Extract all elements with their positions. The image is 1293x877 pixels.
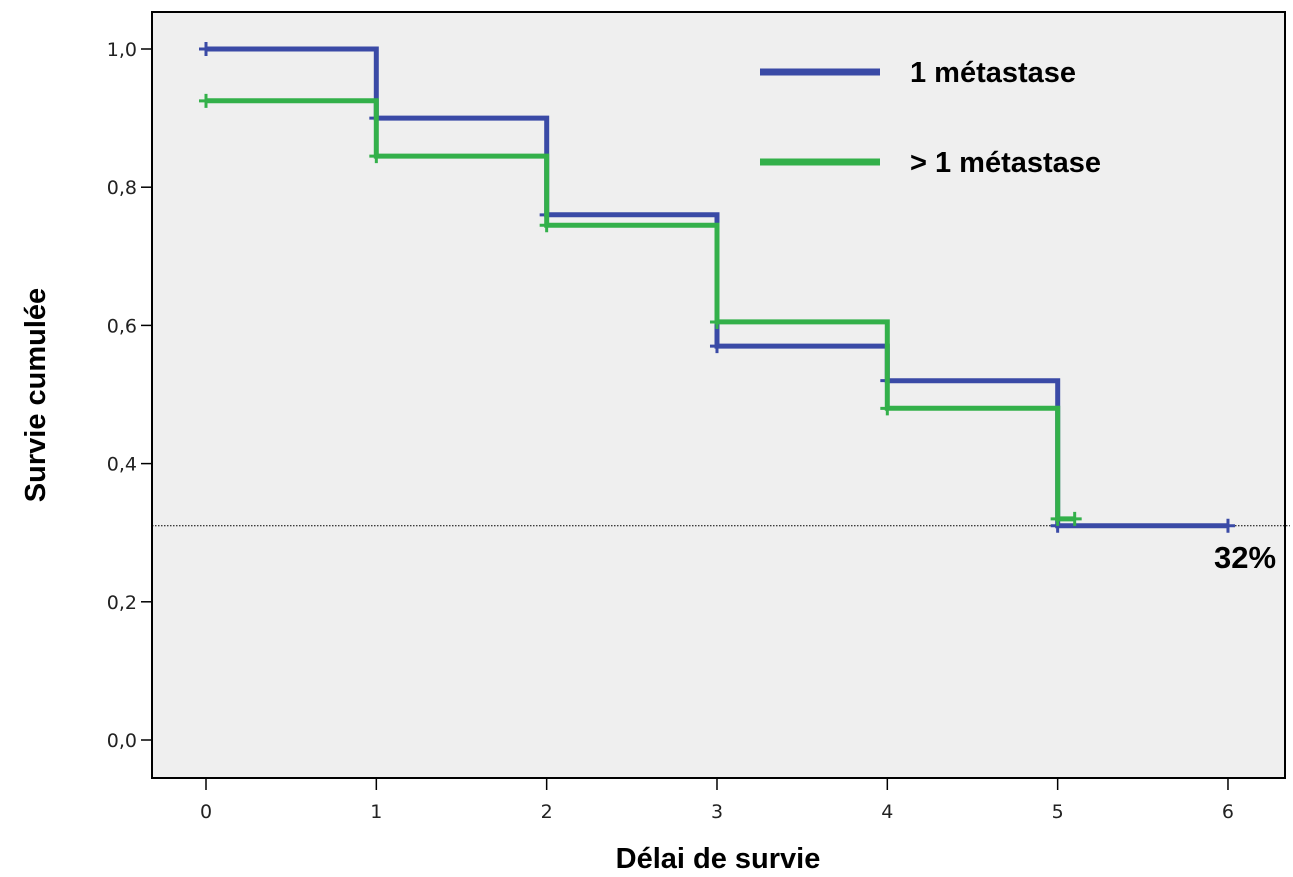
y-tick-label: 0,4 <box>107 454 137 476</box>
y-axis-ticks: 0,0 0,2 0,4 0,6 0,8 1,0 <box>107 39 152 752</box>
x-tick-label: 3 <box>711 801 723 823</box>
y-tick-label: 0,2 <box>107 592 137 614</box>
plot-area <box>152 12 1285 778</box>
x-tick-label: 2 <box>541 801 553 823</box>
x-tick-label: 0 <box>200 801 212 823</box>
censor-mark <box>199 42 213 56</box>
y-tick-label: 1,0 <box>107 39 137 61</box>
legend-label-1-metastase: 1 métastase <box>910 57 1076 89</box>
x-tick-label: 1 <box>370 801 382 823</box>
x-axis-title: Délai de survie <box>616 843 821 875</box>
plot-frame <box>151 11 1286 779</box>
censor-mark <box>1050 511 1065 526</box>
y-axis-title: Survie cumulée <box>20 288 52 502</box>
censor-mark <box>1067 511 1082 526</box>
censor-mark <box>880 401 895 416</box>
censor-mark <box>199 93 213 108</box>
reference-annotation: 32% <box>1214 540 1276 575</box>
series-line-more-than-1-metastase <box>206 98 1075 522</box>
y-tick-label: 0,0 <box>107 730 137 752</box>
legend-label-more-than-1-metastase: > 1 métastase <box>910 147 1101 179</box>
y-tick-label: 0,6 <box>107 315 137 337</box>
x-tick-label: 5 <box>1052 801 1064 823</box>
series-layer <box>199 42 1235 533</box>
legend: 1 métastase > 1 métastase <box>760 57 1101 179</box>
y-tick-label: 0,8 <box>107 177 137 199</box>
censor-mark <box>539 218 554 233</box>
x-tick-label: 6 <box>1222 801 1234 823</box>
x-tick-label: 4 <box>881 801 893 823</box>
x-axis-ticks: 0 1 2 3 4 5 6 <box>200 778 1234 823</box>
censor-mark <box>709 314 724 329</box>
censor-mark <box>1220 518 1235 533</box>
censor-mark <box>369 149 384 164</box>
censor-mark <box>709 339 724 354</box>
